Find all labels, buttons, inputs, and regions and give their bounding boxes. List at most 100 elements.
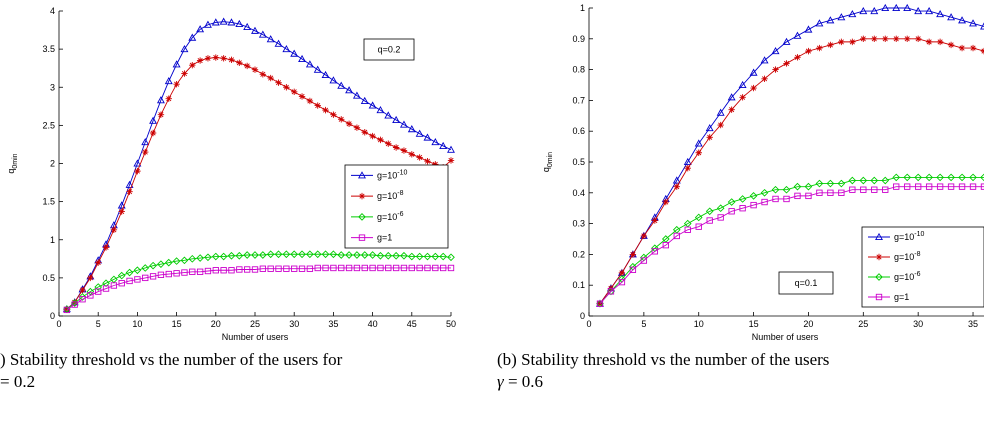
legend-marker: [358, 192, 366, 200]
data-point: [149, 261, 157, 270]
data-point: [629, 251, 637, 258]
data-point: [275, 79, 282, 86]
data-point: [761, 198, 768, 206]
y-tick-label: 0.5: [572, 157, 585, 167]
data-point: [750, 201, 757, 209]
data-point: [925, 183, 933, 190]
data-point: [914, 183, 922, 190]
data-point: [361, 129, 368, 136]
data-point: [705, 207, 714, 216]
data-point: [102, 279, 110, 288]
data-point: [157, 271, 165, 278]
data-point: [196, 57, 204, 64]
data-point: [794, 54, 801, 61]
data-point: [235, 251, 244, 260]
data-point: [329, 76, 338, 84]
y-tick-label: 4: [50, 6, 55, 16]
data-point: [337, 251, 346, 259]
data-point: [313, 250, 322, 259]
data-point: [870, 176, 879, 185]
data-point: [314, 102, 321, 109]
data-point: [727, 198, 736, 206]
legend-marker: [875, 253, 883, 261]
data-point: [235, 19, 244, 27]
data-point: [815, 179, 824, 188]
data-point: [142, 274, 149, 282]
data-point: [794, 192, 801, 200]
data-point: [102, 244, 110, 251]
data-point: [251, 66, 259, 73]
data-point: [227, 18, 236, 26]
data-point: [305, 60, 314, 68]
legend-label: g=10-10: [894, 231, 925, 242]
data-point: [969, 173, 977, 182]
data-point: [142, 148, 149, 156]
data-point: [618, 269, 626, 277]
data-point: [266, 35, 275, 43]
y-tick-label: 1: [50, 235, 55, 245]
caption-a-line2: = 0.2: [0, 372, 36, 391]
data-point: [330, 111, 337, 118]
chart-a: 0 5 10 15 20 25 30 35 40 45 50 0 0.5 1 1.5 2 2.5 3 3.5 4 Num…: [6, 6, 456, 340]
data-point: [596, 299, 604, 308]
data-point: [211, 18, 220, 26]
data-point: [266, 250, 275, 259]
y-tick-label: 0.6: [572, 126, 585, 136]
x-axis-label: Number of users: [752, 332, 819, 340]
data-point: [750, 84, 757, 92]
y-tick-label: 0.2: [572, 249, 585, 259]
data-point: [947, 13, 956, 21]
data-point: [149, 116, 158, 124]
data-point: [87, 274, 94, 282]
data-point: [772, 66, 779, 73]
data-point: [640, 232, 648, 240]
y-tick-label: 0.9: [572, 34, 585, 44]
data-point: [416, 154, 423, 161]
data-point: [849, 186, 856, 193]
data-point: [141, 138, 150, 146]
data-point: [368, 251, 377, 259]
data-point: [274, 250, 283, 259]
data-point: [117, 201, 126, 209]
data-point: [180, 44, 189, 53]
data-point: [243, 22, 252, 31]
data-point: [415, 129, 424, 137]
x-tick-label: 20: [803, 319, 813, 329]
data-point: [314, 264, 321, 272]
x-tick-label: 15: [172, 319, 182, 329]
data-point: [805, 192, 812, 200]
data-point: [149, 129, 157, 137]
y-tick-label: 2: [50, 159, 55, 169]
data-point: [321, 70, 330, 79]
series-line: [66, 267, 451, 311]
data-point: [345, 86, 354, 94]
data-point: [870, 6, 879, 15]
data-point: [78, 293, 87, 301]
data-point: [258, 30, 267, 38]
x-tick-label: 10: [132, 319, 142, 329]
data-point: [881, 3, 890, 12]
data-point: [164, 77, 173, 85]
data-point: [958, 183, 966, 190]
data-point: [827, 189, 834, 196]
data-point: [416, 264, 423, 272]
data-point: [782, 37, 791, 45]
data-point: [377, 136, 384, 144]
data-point: [330, 264, 337, 272]
data-point: [936, 183, 944, 190]
data-point: [173, 81, 180, 88]
data-point: [384, 111, 393, 119]
data-point: [793, 182, 802, 191]
data-point: [322, 106, 329, 114]
data-point: [117, 271, 126, 280]
data-point: [904, 183, 911, 190]
x-tick-label: 45: [407, 319, 417, 329]
data-point: [392, 115, 401, 124]
data-point: [251, 266, 259, 273]
data-point: [849, 38, 856, 46]
data-point: [903, 35, 911, 42]
data-point: [291, 88, 298, 96]
data-point: [110, 226, 118, 234]
series-line: [599, 186, 984, 304]
data-point: [329, 250, 338, 259]
